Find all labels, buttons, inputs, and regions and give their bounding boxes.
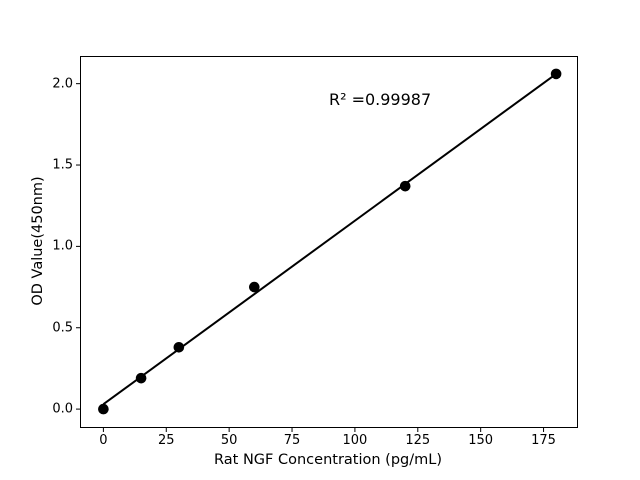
x-tick-label: 0 bbox=[99, 433, 108, 448]
y-tick-label: 1.5 bbox=[52, 157, 73, 173]
data-point bbox=[135, 372, 147, 384]
y-tick-label: 2.0 bbox=[52, 76, 73, 92]
x-tick-label: 50 bbox=[220, 433, 238, 448]
data-point bbox=[399, 180, 411, 192]
x-tick-label: 75 bbox=[283, 433, 301, 448]
x-tick-label: 25 bbox=[157, 433, 175, 448]
data-point bbox=[249, 281, 260, 293]
y-tick-label: 1.0 bbox=[52, 238, 73, 254]
y-tick-label: 0.5 bbox=[52, 320, 73, 336]
y-axis-label: OD Value(450nm) bbox=[29, 176, 46, 306]
data-point bbox=[173, 341, 185, 353]
x-tick-label: 125 bbox=[405, 433, 431, 448]
data-point bbox=[550, 68, 562, 80]
r-squared-annotation: R² =0.99987 bbox=[328, 89, 432, 109]
y-tick-label: 0.0 bbox=[52, 401, 73, 417]
x-axis-label: Rat NGF Concentration (pg/mL) bbox=[214, 452, 442, 468]
data-point bbox=[98, 403, 109, 415]
x-tick-label: 175 bbox=[531, 433, 556, 448]
x-tick-label: 150 bbox=[468, 433, 494, 448]
x-tick-label: 100 bbox=[342, 433, 368, 448]
